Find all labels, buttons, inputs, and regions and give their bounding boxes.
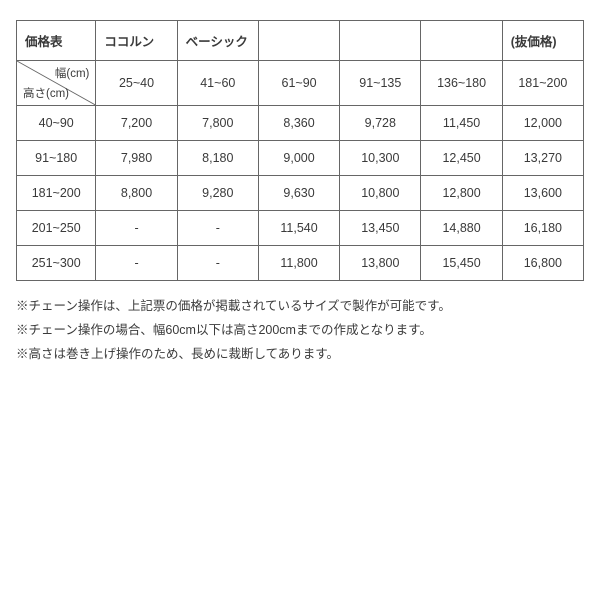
price-cell: 12,800: [421, 176, 502, 211]
header-col: ココルン: [96, 21, 177, 61]
price-cell: 11,540: [258, 211, 339, 246]
price-cell: 7,200: [96, 106, 177, 141]
header-col: [258, 21, 339, 61]
header-col: [340, 21, 421, 61]
price-cell: 13,600: [502, 176, 583, 211]
height-cell: 251~300: [17, 246, 96, 281]
note-line: ※チェーン操作の場合、幅60cm以下は高さ200cmまでの作成となります。: [16, 319, 584, 343]
price-cell: 7,980: [96, 141, 177, 176]
price-cell: 8,360: [258, 106, 339, 141]
price-cell: 11,800: [258, 246, 339, 281]
price-cell: -: [96, 211, 177, 246]
price-cell: 13,270: [502, 141, 583, 176]
price-cell: 8,180: [177, 141, 258, 176]
price-cell: 10,800: [340, 176, 421, 211]
width-cell: 136~180: [421, 61, 502, 106]
header-col: ベーシック: [177, 21, 258, 61]
header-row: 価格表 ココルン ベーシック (抜価格): [17, 21, 584, 61]
price-cell: 7,800: [177, 106, 258, 141]
price-cell: 10,300: [340, 141, 421, 176]
diagonal-header: 幅(cm) 高さ(cm): [17, 61, 96, 106]
price-cell: 12,000: [502, 106, 583, 141]
header-col: (抜価格): [502, 21, 583, 61]
table-row: 251~300--11,80013,80015,45016,800: [17, 246, 584, 281]
table-row: 40~907,2007,8008,3609,72811,45012,000: [17, 106, 584, 141]
table-row: 91~1807,9808,1809,00010,30012,45013,270: [17, 141, 584, 176]
price-cell: 12,450: [421, 141, 502, 176]
price-cell: 11,450: [421, 106, 502, 141]
price-cell: 16,180: [502, 211, 583, 246]
width-cell: 61~90: [258, 61, 339, 106]
note-line: ※チェーン操作は、上記票の価格が掲載されているサイズで製作が可能です。: [16, 295, 584, 319]
width-axis-label: 幅(cm): [55, 65, 90, 81]
price-cell: 9,000: [258, 141, 339, 176]
price-cell: 16,800: [502, 246, 583, 281]
table-row: 201~250--11,54013,45014,88016,180: [17, 211, 584, 246]
width-cell: 41~60: [177, 61, 258, 106]
height-cell: 181~200: [17, 176, 96, 211]
price-cell: -: [96, 246, 177, 281]
price-cell: 13,450: [340, 211, 421, 246]
note-line: ※高さは巻き上げ操作のため、長めに裁断してあります。: [16, 343, 584, 367]
width-cell: 91~135: [340, 61, 421, 106]
width-cell: 181~200: [502, 61, 583, 106]
price-cell: 14,880: [421, 211, 502, 246]
price-cell: 15,450: [421, 246, 502, 281]
price-cell: 9,728: [340, 106, 421, 141]
height-cell: 91~180: [17, 141, 96, 176]
notes-block: ※チェーン操作は、上記票の価格が掲載されているサイズで製作が可能です。 ※チェー…: [16, 295, 584, 366]
price-table: 価格表 ココルン ベーシック (抜価格) 幅(cm) 高さ(cm) 25~40 …: [16, 20, 584, 281]
price-cell: 13,800: [340, 246, 421, 281]
price-cell: 9,280: [177, 176, 258, 211]
table-body: 幅(cm) 高さ(cm) 25~40 41~60 61~90 91~135 13…: [17, 61, 584, 281]
width-row: 幅(cm) 高さ(cm) 25~40 41~60 61~90 91~135 13…: [17, 61, 584, 106]
price-cell: -: [177, 246, 258, 281]
price-cell: 9,630: [258, 176, 339, 211]
height-axis-label: 高さ(cm): [23, 85, 69, 101]
width-cell: 25~40: [96, 61, 177, 106]
height-cell: 201~250: [17, 211, 96, 246]
height-cell: 40~90: [17, 106, 96, 141]
table-row: 181~2008,8009,2809,63010,80012,80013,600: [17, 176, 584, 211]
price-cell: -: [177, 211, 258, 246]
header-col: [421, 21, 502, 61]
table-title: 価格表: [17, 21, 96, 61]
price-cell: 8,800: [96, 176, 177, 211]
